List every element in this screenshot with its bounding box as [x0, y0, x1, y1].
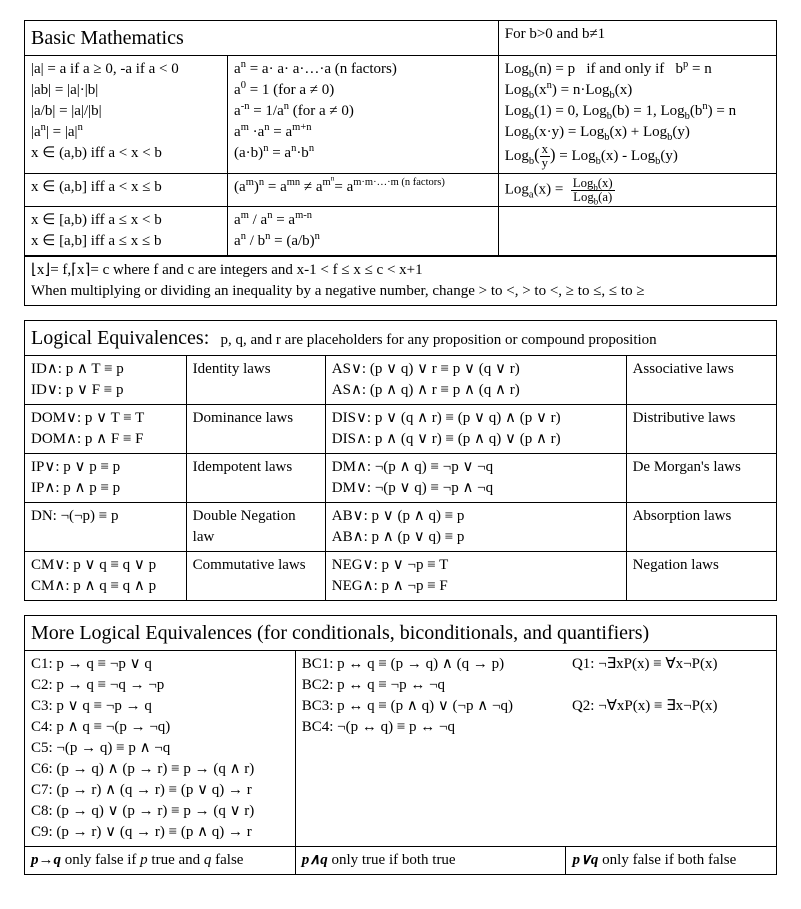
le-cell: Dominance laws: [186, 405, 325, 454]
interval-half-open: x ∈ (a,b] iff a < x ≤ b: [25, 173, 228, 207]
le-cell: DN: ¬(¬p) ≡ p: [25, 503, 187, 552]
quantifiers-col: Q1: ¬∃xP(x) ≡ ∀x¬P(x)Q2: ¬∀xP(x) ≡ ∃x¬P(…: [566, 651, 777, 847]
le-cell: NEG∨: p ∨ ¬p ≡ TNEG∧: p ∧ ¬p ≡ F: [325, 552, 626, 601]
le-cell: DM∧: ¬(p ∧ q) ≡ ¬p ∨ ¬qDM∨: ¬(p ∨ q) ≡ ¬…: [325, 454, 626, 503]
logical-equivalences-table: Logical Equivalences: p, q, and r are pl…: [24, 320, 777, 601]
truth-note-implication: p→q only false if p true and q false: [25, 847, 296, 875]
le-cell: Commutative laws: [186, 552, 325, 601]
biconditionals-col: BC1: p ↔ q ≡ (p → q) ∧ (q → p)BC2: p ↔ q…: [295, 651, 566, 847]
basic-math-table: Basic Mathematics For b>0 and b≠1 |a| = …: [24, 20, 777, 306]
le-cell: Negation laws: [626, 552, 776, 601]
le-title-cell: Logical Equivalences: p, q, and r are pl…: [25, 321, 777, 356]
more-title: More Logical Equivalences (for condition…: [25, 616, 777, 651]
le-cell: AS∨: (p ∨ q) ∨ r ≡ p ∨ (q ∨ r)AS∧: (p ∧ …: [325, 356, 626, 405]
le-cell: IP∨: p ∨ p ≡ pIP∧: p ∧ p ≡ p: [25, 454, 187, 503]
le-cell: Idempotent laws: [186, 454, 325, 503]
le-cell: ID∧: p ∧ T ≡ pID∨: p ∨ F ≡ p: [25, 356, 187, 405]
le-cell: Distributive laws: [626, 405, 776, 454]
log-cell-empty: [498, 207, 776, 257]
le-subtitle: p, q, and r are placeholders for any pro…: [221, 332, 657, 348]
interval-closed: x ∈ [a,b) iff a ≤ x < b x ∈ [a,b] iff a …: [25, 207, 228, 257]
basic-title: Basic Mathematics: [25, 21, 499, 56]
exponent-cell-1: an = a· a· a·…·a (n factors) a0 = 1 (for…: [228, 56, 499, 174]
le-cell: DOM∨: p ∨ T ≡ TDOM∧: p ∧ F ≡ F: [25, 405, 187, 454]
exponent-cell-3: am / an = am-n an / bn = (a/b)n: [228, 207, 499, 257]
log-change-base: Loga(x) = Logb(x)Logb(a): [498, 173, 776, 207]
le-cell: De Morgan's laws: [626, 454, 776, 503]
more-le-table: More Logical Equivalences (for condition…: [24, 615, 777, 875]
log-cell-1: Logb(n) = p if and only if bp = n Logb(x…: [498, 56, 776, 174]
conditionals-col: C1: p → q ≡ ¬p ∨ qC2: p → q ≡ ¬q → ¬pC3:…: [25, 651, 296, 847]
le-cell: AB∨: p ∨ (p ∧ q) ≡ pAB∧: p ∧ (p ∨ q) ≡ p: [325, 503, 626, 552]
log-condition: For b>0 and b≠1: [498, 21, 776, 56]
le-title: Logical Equivalences:: [31, 327, 209, 349]
exponent-cell-2: (am)n = amn ≠ amn= am·m·…·m (n factors): [228, 173, 499, 207]
floor-ineq-note: ⌊x⌋= f,⌈x⌉= c where f and c are integers…: [25, 256, 777, 306]
le-cell: CM∨: p ∨ q ≡ q ∨ pCM∧: p ∧ q ≡ q ∧ p: [25, 552, 187, 601]
abs-interval-cell: |a| = a if a ≥ 0, -a if a < 0 |ab| = |a|…: [25, 56, 228, 174]
truth-note-and: p∧q only true if both true: [295, 847, 566, 875]
le-cell: Associative laws: [626, 356, 776, 405]
le-cell: DIS∨: p ∨ (q ∧ r) ≡ (p ∨ q) ∧ (p ∨ r)DIS…: [325, 405, 626, 454]
le-cell: Absorption laws: [626, 503, 776, 552]
le-cell: Identity laws: [186, 356, 325, 405]
truth-note-or: p∨q only false if both false: [566, 847, 777, 875]
le-cell: Double Negation law: [186, 503, 325, 552]
